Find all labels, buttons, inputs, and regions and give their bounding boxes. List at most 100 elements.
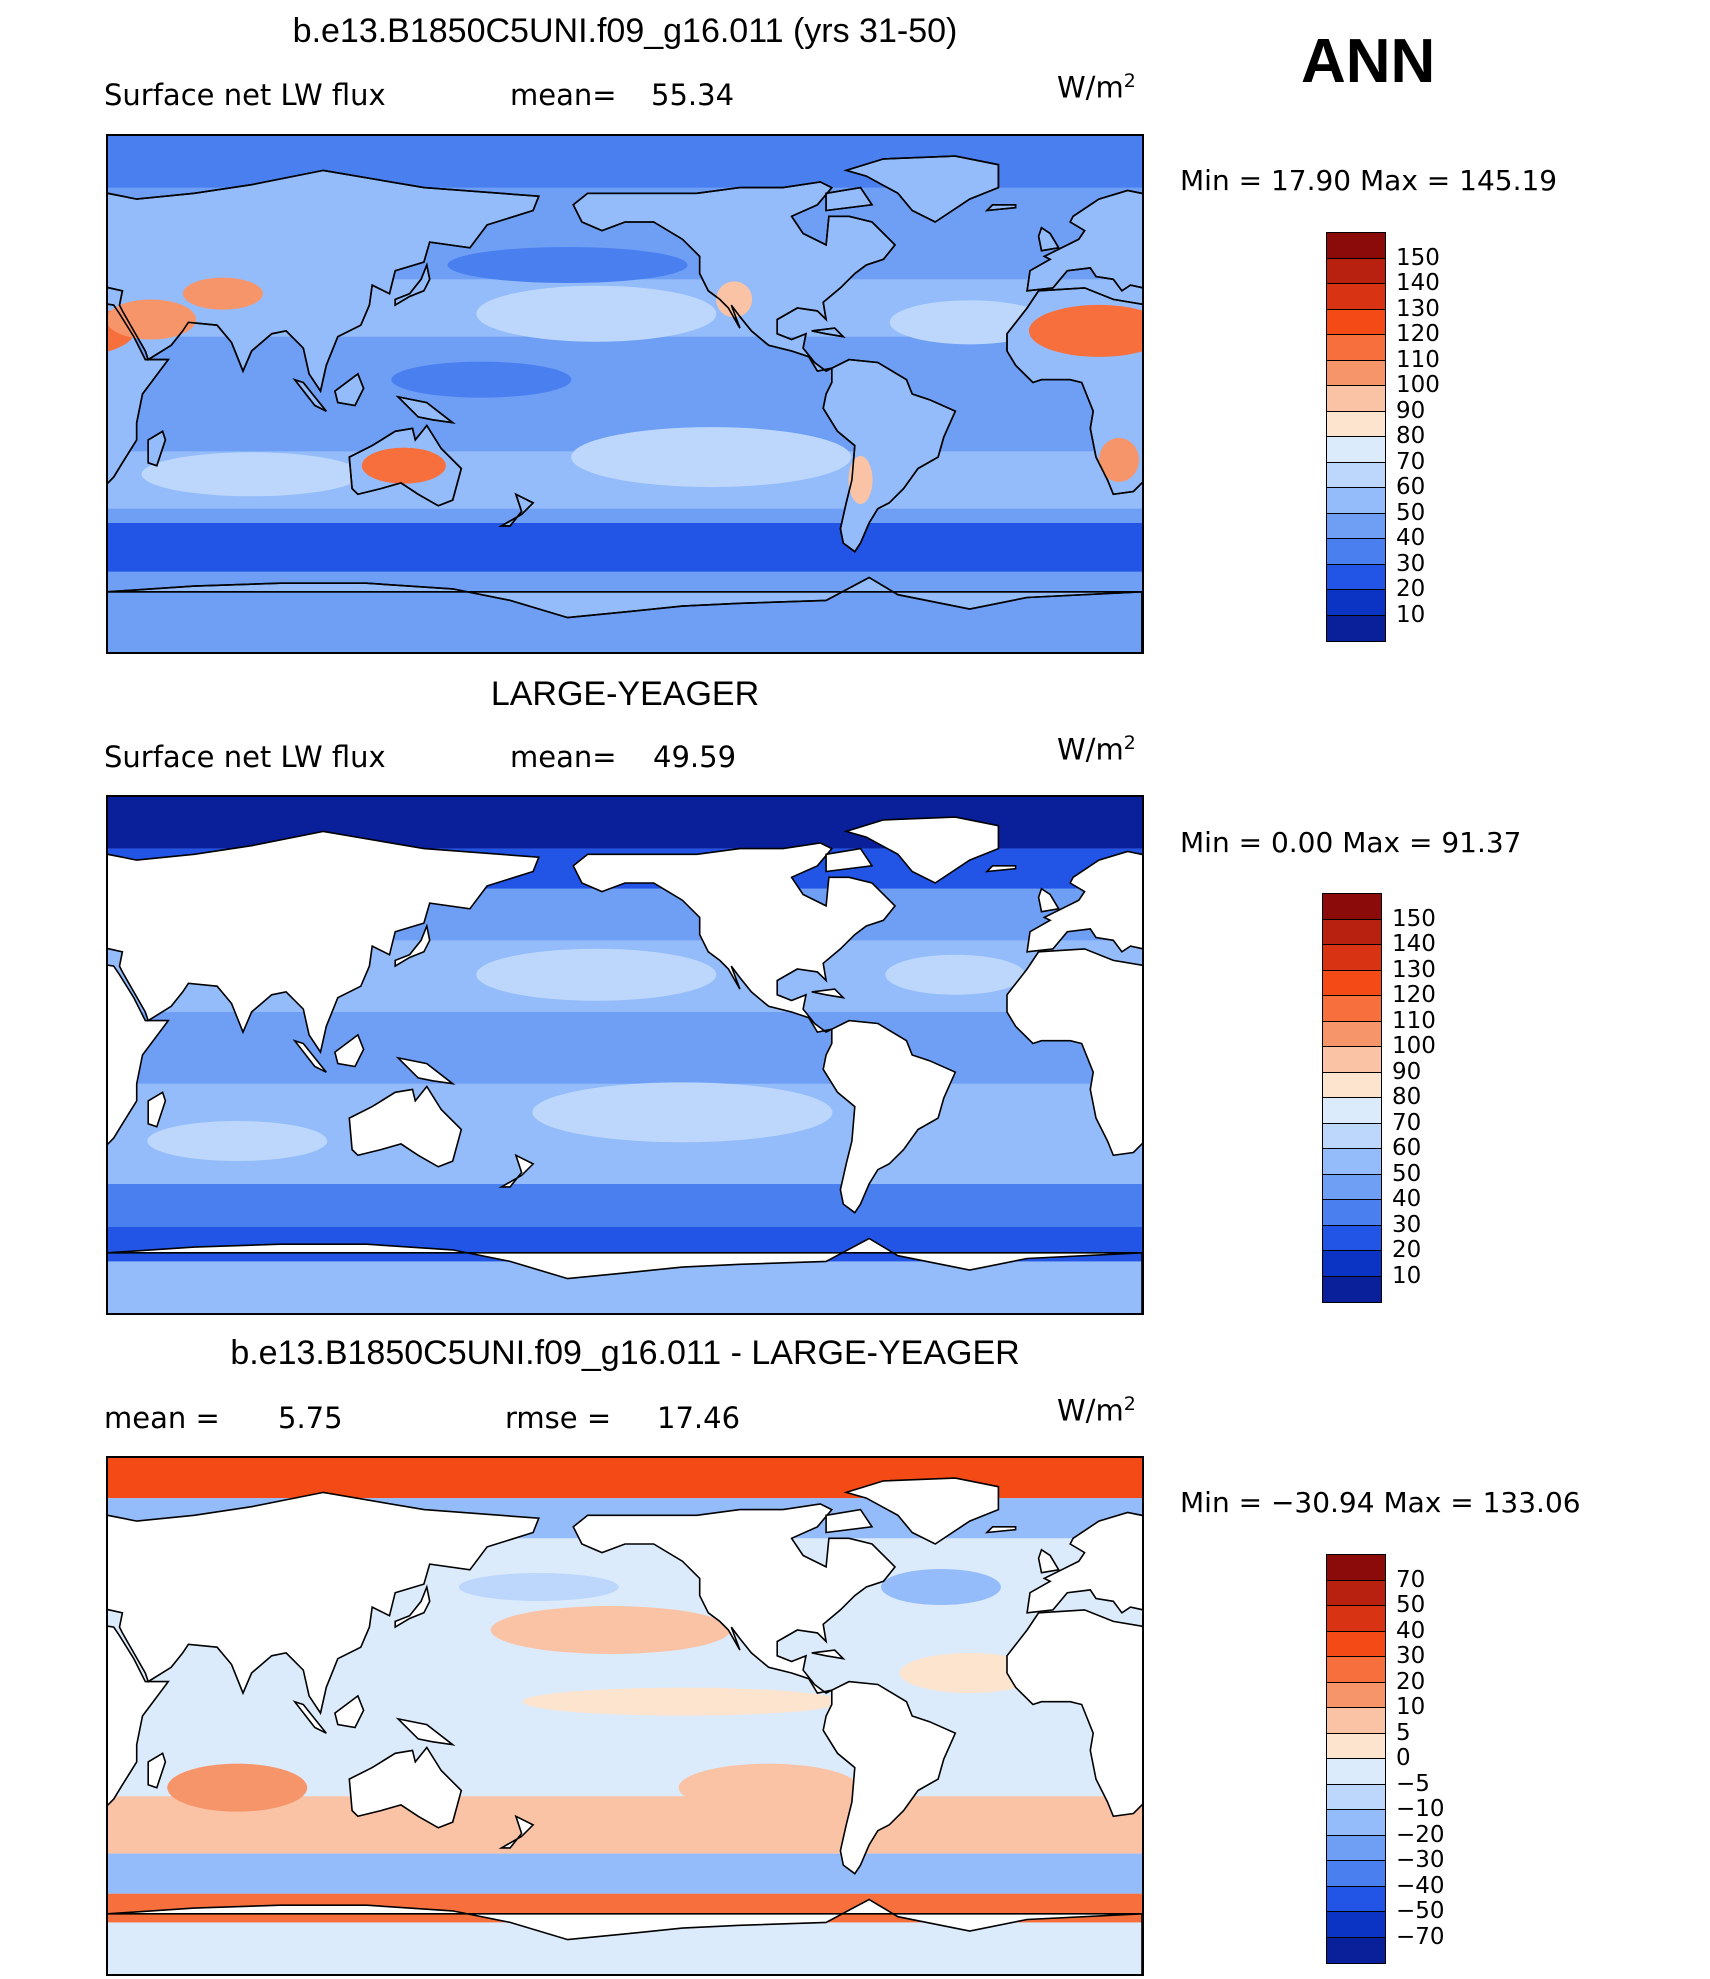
coastline (348, 1085, 463, 1168)
coastline (147, 1091, 167, 1128)
coastline-outline (395, 395, 456, 424)
negative-anomaly (458, 1573, 619, 1601)
colorbar-tick-label: 90 (1396, 397, 1426, 424)
coastline (292, 1700, 327, 1734)
iran-warm (182, 277, 263, 310)
coastline-outline (147, 430, 167, 467)
colorbar-tick-label: 0 (1396, 1745, 1411, 1771)
coastline (394, 1584, 431, 1629)
colorbar-swatch (1323, 894, 1381, 920)
colorbar-swatch (1327, 1606, 1385, 1632)
colorbar-tick-label: 50 (1396, 499, 1426, 526)
colorbar-swatch (1327, 1759, 1385, 1785)
coastline-outline (811, 327, 846, 338)
colorbar-tick-label: 10 (1392, 1262, 1422, 1289)
sonoran-warm (716, 281, 753, 318)
colorbar-swatch (1327, 233, 1385, 259)
colorbar-tick-label: 80 (1396, 423, 1426, 449)
colorbar-tick-label: 20 (1396, 1668, 1426, 1695)
coastline (498, 1814, 535, 1849)
positive-anomaly (899, 1653, 1040, 1693)
colorbar-tick-label: 120 (1392, 982, 1436, 1008)
colorbar-tick-label: 50 (1392, 1160, 1422, 1187)
coastline (395, 1056, 456, 1085)
colorbar-tick-label: 60 (1392, 1135, 1422, 1161)
colorbar-tick-label: 50 (1396, 1592, 1426, 1618)
colorbar-tick-label: 20 (1396, 576, 1426, 602)
units-base: W/m (1057, 1393, 1124, 1428)
colorbar-swatch (1323, 919, 1381, 945)
colorbar-swatch (1323, 970, 1381, 996)
units-base: W/m (1057, 732, 1124, 767)
panel-3-rmse-label: rmse = (505, 1401, 612, 1435)
coastline-outline (984, 204, 1017, 212)
colorbar-swatch (1327, 1937, 1385, 1963)
colorbar-swatch (1327, 1733, 1385, 1759)
coastline-outline (825, 186, 874, 212)
colorbar-swatch (1327, 1555, 1385, 1581)
colorbar-swatch (1327, 1657, 1385, 1683)
panel-2-mean-value: 49.59 (653, 740, 737, 774)
colorbar-swatch (1323, 1123, 1381, 1149)
colorbar-tick-label: −20 (1396, 1821, 1445, 1848)
colorbar-swatch (1323, 945, 1381, 971)
colorbar-tick-label: −30 (1396, 1847, 1445, 1873)
panel-2-units: W/m2 (1057, 732, 1136, 767)
coastline (572, 842, 897, 1034)
coastline (572, 1503, 897, 1695)
colorbar-swatch (1323, 1225, 1381, 1251)
colorbar-swatch (1323, 1276, 1381, 1302)
colorbar-tick-label: 150 (1392, 905, 1436, 932)
panel-3-map (106, 1456, 1144, 1976)
negative-anomaly (880, 1569, 1001, 1605)
coastline-outline (498, 492, 535, 527)
colorbar-swatch (1327, 386, 1385, 412)
colorbar-swatch (1327, 1886, 1385, 1912)
positive-anomaly (490, 1606, 731, 1654)
colorbar-swatch (1327, 1682, 1385, 1708)
panel-3-colorbar (1326, 1554, 1386, 1964)
colorbar-tick-label: −50 (1396, 1898, 1445, 1924)
units-exponent: 2 (1123, 732, 1136, 754)
coastline (108, 948, 1142, 1157)
subtropical-high (141, 452, 362, 497)
colorbar-tick-label: 30 (1396, 1643, 1426, 1669)
colorbar-swatch (1327, 1912, 1385, 1938)
colorbar-tick-label: 110 (1396, 346, 1440, 373)
colorbar-swatch (1327, 462, 1385, 488)
colorbar-tick-label: 70 (1392, 1109, 1422, 1136)
colorbar-swatch (1323, 1174, 1381, 1200)
colorbar-swatch (1327, 437, 1385, 463)
sahara-warm (1028, 304, 1142, 357)
panel-3-minmax: Min = −30.94 Max = 133.06 (1180, 1486, 1581, 1519)
coastline (333, 1694, 365, 1729)
colorbar-tick-label: 40 (1396, 525, 1426, 551)
colorbar-swatch (1327, 590, 1385, 616)
panel-3-mean-value: 5.75 (278, 1401, 343, 1435)
coastline (822, 1680, 957, 1875)
southern-ocean-band (108, 1184, 1142, 1227)
coastline (292, 1039, 327, 1073)
colorbar-tick-label: 70 (1396, 1566, 1426, 1593)
panel-1-mean-value: 55.34 (651, 78, 735, 112)
colorbar-swatch (1327, 360, 1385, 386)
season-label: ANN (1301, 27, 1436, 96)
southern-ocean-band (108, 523, 1142, 572)
positive-anomaly (678, 1763, 859, 1812)
panel-2-colorbar (1322, 893, 1382, 1303)
coastline-outline (394, 262, 431, 307)
colorbar-tick-label: −40 (1396, 1872, 1445, 1899)
colorbar-tick-label: 30 (1392, 1211, 1422, 1238)
coastline (147, 1752, 167, 1789)
colorbar-tick-label: 70 (1396, 448, 1426, 475)
colorbar-swatch (1327, 335, 1385, 361)
panel-2-variable-label: Surface net LW flux (104, 740, 386, 774)
positive-anomaly (167, 1763, 308, 1812)
coastline (811, 1649, 846, 1660)
panel-1-map (106, 134, 1144, 654)
colorbar-tick-label: 10 (1396, 601, 1426, 628)
colorbar-swatch (1327, 1835, 1385, 1861)
colorbar-swatch (1323, 1098, 1381, 1124)
subtropical-high (885, 954, 1026, 995)
units-exponent: 2 (1123, 70, 1136, 92)
